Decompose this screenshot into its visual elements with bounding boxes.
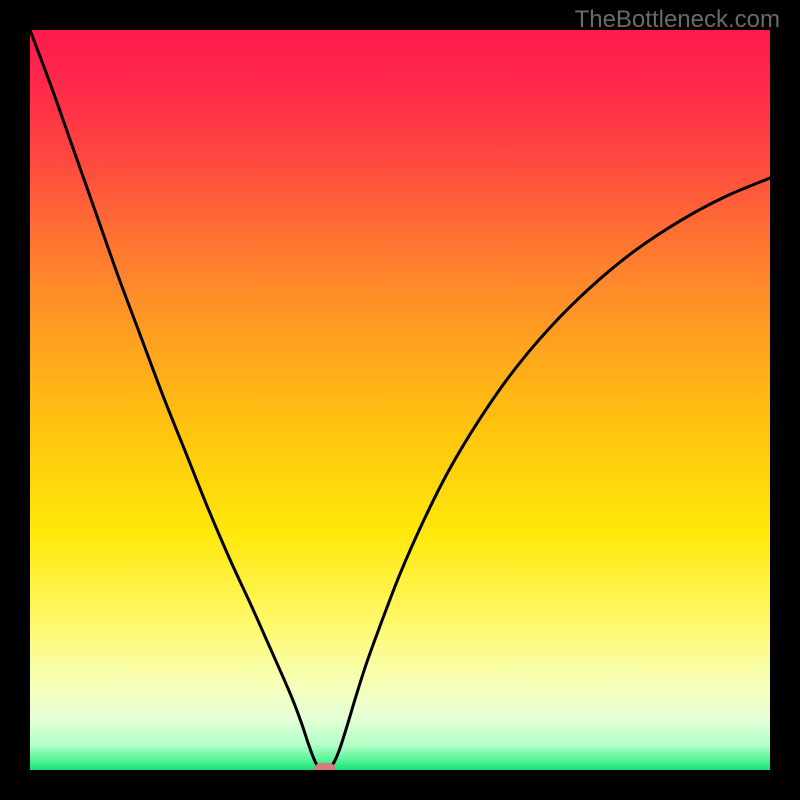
- chart-root: TheBottleneck.com: [0, 0, 800, 800]
- watermark-text: TheBottleneck.com: [575, 6, 780, 34]
- plot-area: [30, 30, 770, 770]
- minimum-marker: [314, 763, 336, 770]
- bottleneck-curve: [30, 30, 770, 770]
- curve-layer: [30, 30, 770, 770]
